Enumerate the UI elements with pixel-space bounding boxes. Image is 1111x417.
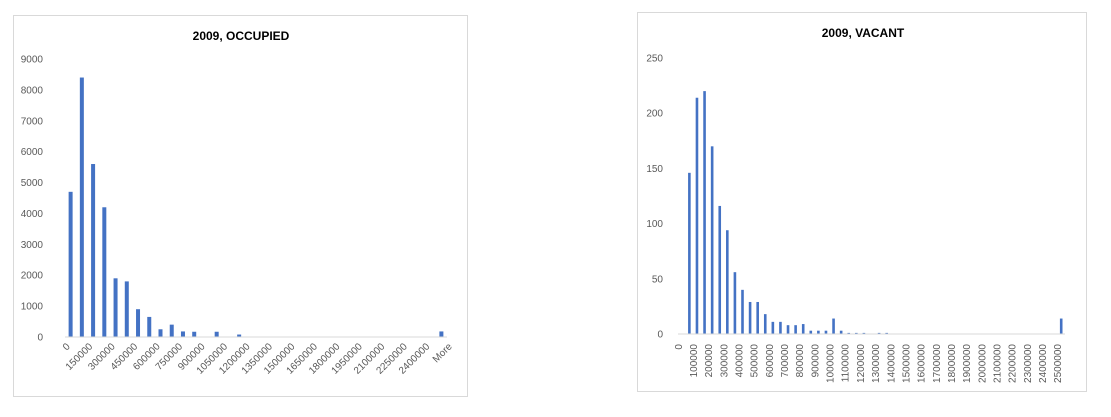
occupied-histogram-plot: 2009, OCCUPIED 0 1000 2000 3000 4000 5000 6000… (21, 29, 455, 377)
bar (710, 146, 714, 334)
vacant-histogram-plot: 2009, VACANT 0 50 100 150 200 250 0 100000 20000… (646, 26, 1065, 383)
y-tick-label: 5000 (21, 178, 44, 189)
y-tick-label: 1000 (21, 302, 44, 313)
bar (688, 172, 691, 334)
x-tick-label: 300000 (719, 344, 730, 378)
y-tick-label: 4000 (21, 209, 44, 220)
x-tick-label: 700000 (780, 344, 791, 378)
y-tick-label: 8000 (21, 85, 44, 96)
bar (726, 230, 729, 334)
chart-title: 2009, VACANT (822, 26, 905, 40)
bar (847, 332, 851, 334)
y-tick-label: 0 (37, 333, 43, 344)
bar (136, 309, 141, 337)
bar (809, 330, 813, 334)
bar (237, 334, 242, 337)
x-tick-label: 1000000 (826, 344, 837, 383)
bar (771, 321, 775, 334)
y-tick-label: 200 (646, 109, 663, 120)
y-tick-label: 0 (657, 330, 663, 341)
bar (1059, 318, 1063, 334)
bar (158, 329, 163, 337)
bar (68, 191, 73, 337)
bar (695, 97, 699, 335)
x-tick-label: 1100000 (841, 344, 852, 383)
bar (756, 301, 759, 334)
bar (885, 332, 888, 334)
bar (192, 331, 197, 337)
chart-title: 2009, OCCUPIED (193, 29, 290, 43)
x-tick-label: 600000 (765, 344, 776, 378)
bar (824, 330, 828, 334)
y-tick-label: 6000 (21, 147, 44, 158)
y-tick-label: 2000 (21, 271, 44, 282)
bar (832, 318, 835, 334)
bar (779, 321, 782, 334)
bar (703, 91, 706, 335)
bar (839, 330, 843, 334)
y-tick-label: 9000 (21, 55, 44, 66)
occupied-histogram: 2009, OCCUPIED 0 1000 2000 3000 4000 5000 6000… (13, 15, 468, 397)
bar (786, 325, 790, 334)
y-tick-label: 50 (652, 274, 664, 285)
x-tick-label: 400000 (735, 344, 746, 378)
bar (113, 278, 118, 337)
bar (877, 332, 881, 334)
bar (147, 316, 152, 337)
bar (180, 331, 185, 337)
bar (439, 331, 444, 337)
x-tick-label: 2500000 (1053, 344, 1064, 383)
bar (794, 325, 797, 334)
y-tick-label: 250 (646, 54, 663, 65)
x-tick-label: 1300000 (871, 344, 882, 383)
bar (102, 207, 107, 337)
x-tick-label: 0 (61, 341, 73, 353)
y-tick-label: 7000 (21, 116, 44, 127)
y-tick-label: 100 (646, 219, 663, 230)
x-tick-label: 2200000 (1008, 344, 1019, 383)
vacant-histogram: 2009, VACANT 0 50 100 150 200 250 0 100000 20000… (637, 12, 1087, 392)
x-tick-label: 800000 (795, 344, 806, 378)
x-tick-label: 1900000 (962, 344, 973, 383)
bar (763, 314, 767, 334)
bar (741, 289, 744, 334)
bar (79, 77, 84, 337)
x-tick-label: 2000000 (977, 344, 988, 383)
bar (862, 332, 866, 334)
x-tick-label: 0 (674, 344, 685, 350)
bar (169, 324, 174, 337)
bar (91, 164, 96, 337)
y-tick-label: 150 (646, 164, 663, 175)
bar (718, 205, 722, 334)
x-tick-label: More (431, 341, 455, 365)
x-tick-label: 1600000 (917, 344, 928, 383)
x-tick-label: 500000 (750, 344, 761, 378)
bar (124, 281, 129, 337)
bar (801, 324, 805, 334)
x-tick-label: 1200000 (856, 344, 867, 383)
bar (214, 331, 219, 337)
x-tick-label: 2300000 (1023, 344, 1034, 383)
x-tick-label: 100000 (689, 344, 700, 378)
x-tick-label: 2100000 (993, 344, 1004, 383)
bar (855, 332, 858, 334)
bar (733, 272, 737, 334)
y-tick-label: 3000 (21, 240, 44, 251)
bar (748, 301, 752, 334)
x-tick-label: 2400000 (1038, 344, 1049, 383)
x-tick-label: 1700000 (932, 344, 943, 383)
x-tick-label: 1400000 (886, 344, 897, 383)
x-tick-label: 1500000 (901, 344, 912, 383)
x-tick-label: 200000 (704, 344, 715, 378)
bar (817, 330, 820, 334)
x-tick-label: 1800000 (947, 344, 958, 383)
x-tick-label: 900000 (810, 344, 821, 378)
